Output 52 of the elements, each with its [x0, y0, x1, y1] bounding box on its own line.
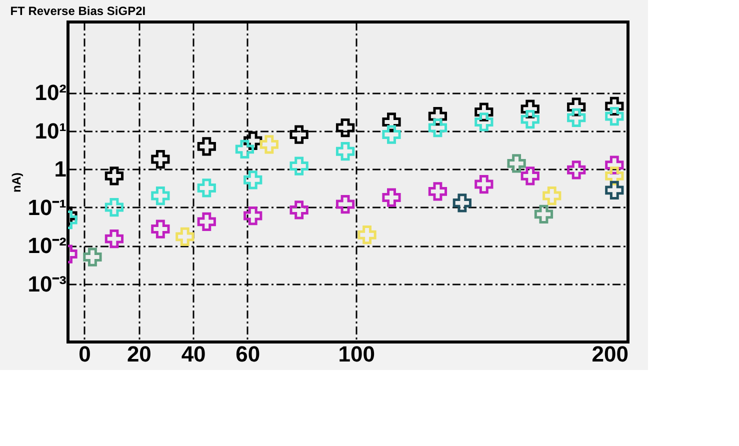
point	[290, 125, 308, 144]
point	[520, 110, 540, 129]
point	[197, 137, 216, 156]
point	[336, 118, 355, 138]
point	[244, 170, 262, 190]
point	[336, 142, 355, 161]
y-tick-label: 10⁻²	[28, 233, 66, 258]
point	[474, 112, 494, 132]
y-tick-label: 10¹	[34, 118, 66, 144]
chart-title: FT Reverse Bias SiGP2I	[10, 4, 146, 18]
point	[151, 186, 170, 206]
point	[151, 150, 170, 169]
point	[290, 156, 308, 176]
point	[474, 174, 494, 194]
point	[197, 212, 216, 231]
point	[244, 206, 262, 226]
x-tick-label: 60	[236, 342, 260, 366]
x-tick-label: 0	[78, 342, 91, 366]
point	[452, 194, 472, 212]
point	[176, 227, 194, 246]
point	[382, 125, 401, 144]
point	[605, 180, 624, 200]
point	[567, 108, 586, 128]
point	[104, 229, 124, 248]
y-axis-title: nA)	[10, 172, 24, 192]
point	[567, 160, 586, 180]
point	[104, 166, 124, 186]
x-tick-label: 100	[338, 342, 376, 366]
point	[260, 135, 278, 154]
point	[542, 186, 562, 206]
point	[428, 118, 448, 138]
point	[382, 188, 401, 207]
point	[235, 140, 254, 159]
point	[428, 182, 448, 201]
x-tick-label: 20	[126, 342, 152, 366]
y-tick-label: 10⁻¹	[28, 194, 66, 220]
point	[197, 178, 216, 198]
point	[507, 154, 526, 173]
point	[336, 194, 355, 214]
point	[290, 200, 308, 220]
point	[151, 220, 170, 238]
point	[358, 226, 376, 244]
point	[83, 248, 102, 266]
point	[534, 204, 554, 224]
point	[104, 198, 124, 217]
x-tick-label: 40	[181, 342, 206, 366]
y-tick-label: 10⁻³	[28, 271, 66, 296]
y-tick-label: 1	[54, 156, 66, 182]
x-tick-label: 200	[592, 342, 628, 366]
point	[605, 106, 624, 126]
point	[520, 166, 540, 186]
y-tick-label: 10²	[34, 80, 66, 106]
